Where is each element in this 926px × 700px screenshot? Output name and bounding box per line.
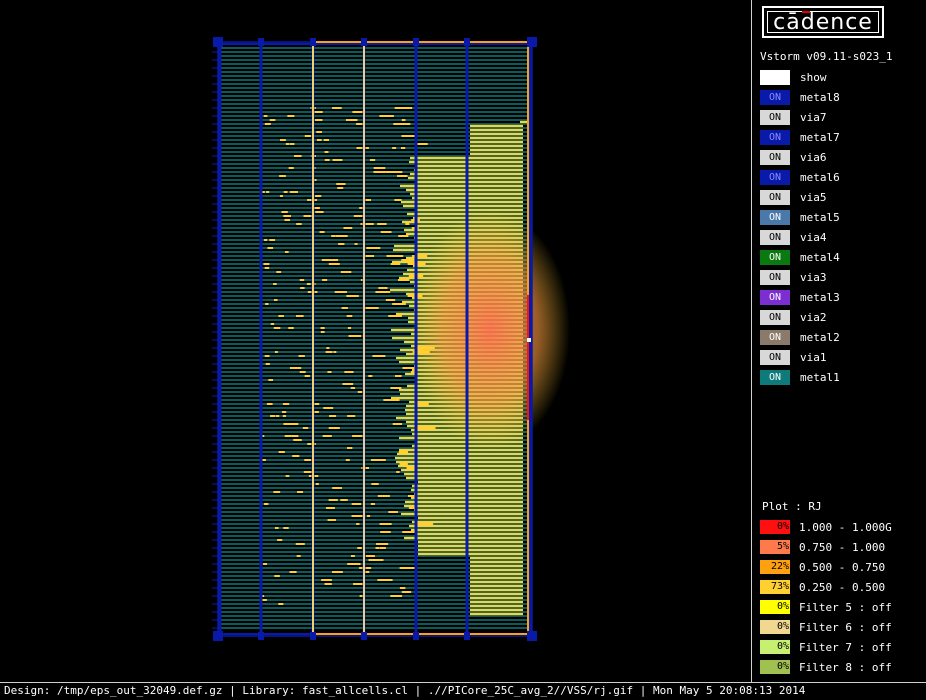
layer-swatch[interactable]: ON [760,210,790,225]
hotspot-region [410,210,570,450]
layer-swatch[interactable]: ON [760,170,790,185]
legend-swatch: 5% [760,540,790,554]
strap-pad [310,38,316,46]
strap-pad [464,38,470,46]
legend-entry[interactable]: 0% Filter 5 : off [760,600,925,615]
layer-label: metal7 [800,131,840,144]
layer-toggle-metal8[interactable]: ON metal8 [760,90,920,106]
layer-label: via1 [800,351,827,364]
legend-entry[interactable]: 0% 1.000 - 1.000G [760,520,925,535]
layer-label: via2 [800,311,827,324]
logo-text: cādence [773,9,873,35]
layer-label: metal2 [800,331,840,344]
ir-drop-layout-view[interactable] [0,0,750,682]
legend-swatch: 73% [760,580,790,594]
legend-entry[interactable]: 0% Filter 8 : off [760,660,925,675]
legend-label: Filter 8 : off [799,661,892,674]
probe-point [527,338,531,342]
layer-swatch[interactable]: ON [760,330,790,345]
layer-swatch[interactable]: ON [760,130,790,145]
logo-accent-bar [802,11,810,13]
layer-swatch[interactable]: ON [760,110,790,125]
strap-pad [258,38,264,46]
strap-pad [217,38,223,46]
strap-pad [527,38,533,46]
strap-pad [310,632,316,640]
layer-label: metal4 [800,251,840,264]
version-label: Vstorm v09.11-s023_1 [760,50,893,63]
strap-pad [361,38,367,46]
layer-label: via4 [800,231,827,244]
strap-pad [464,632,470,640]
strap-pad [527,632,533,640]
layer-label: metal5 [800,211,840,224]
layer-swatch[interactable]: ON [760,350,790,365]
layer-toggle-via6[interactable]: ON via6 [760,150,920,166]
layout-canvas[interactable] [0,0,750,682]
layer-label: via6 [800,151,827,164]
layer-toggle-metal5[interactable]: ON metal5 [760,210,920,226]
layer-label: metal8 [800,91,840,104]
layer-toggle-via1[interactable]: ON via1 [760,350,920,366]
legend-entry[interactable]: 22% 0.500 - 0.750 [760,560,925,575]
status-bar: Design: /tmp/eps_out_32049.def.gz | Libr… [0,682,926,700]
legend-label: 0.750 - 1.000 [799,541,886,554]
layer-swatch[interactable]: ON [760,290,790,305]
strap-pad [413,38,419,46]
layer-toggle-show[interactable]: show [760,70,920,86]
layer-swatch[interactable]: ON [760,150,790,165]
legend-label: Filter 6 : off [799,621,892,634]
layer-toggle-via3[interactable]: ON via3 [760,270,920,286]
cadence-logo: cādence [762,6,884,38]
layer-toggle-via7[interactable]: ON via7 [760,110,920,126]
legend-swatch: 0% [760,520,790,534]
layer-swatch[interactable]: ON [760,190,790,205]
layer-swatch[interactable]: ON [760,230,790,245]
layer-label: via5 [800,191,827,204]
legend-swatch: 0% [760,660,790,674]
layer-toggle-via4[interactable]: ON via4 [760,230,920,246]
legend-label: Filter 5 : off [799,601,892,614]
strap-pad [413,632,419,640]
layer-toggle-metal6[interactable]: ON metal6 [760,170,920,186]
strap-pad [361,632,367,640]
layer-swatch[interactable]: ON [760,310,790,325]
legend-swatch: 0% [760,600,790,614]
layer-control-panel: cādence Vstorm v09.11-s023_1 show ON metal… [751,0,926,682]
layer-toggle-metal1[interactable]: ON metal1 [760,370,920,386]
layer-label: via7 [800,111,827,124]
legend-swatch: 22% [760,560,790,574]
layer-toggle-via2[interactable]: ON via2 [760,310,920,326]
layer-label: metal3 [800,291,840,304]
legend-label: 1.000 - 1.000G [799,521,892,534]
layer-label: via3 [800,271,827,284]
layer-toggle-metal4[interactable]: ON metal4 [760,250,920,266]
legend-entry[interactable]: 0% Filter 6 : off [760,620,925,635]
layer-label: show [800,71,827,84]
layer-swatch[interactable]: ON [760,250,790,265]
layer-swatch[interactable]: ON [760,270,790,285]
layer-toggle-metal3[interactable]: ON metal3 [760,290,920,306]
legend-swatch: 0% [760,640,790,654]
layer-swatch[interactable] [760,70,790,85]
legend-entry[interactable]: 0% Filter 7 : off [760,640,925,655]
strap-pad [258,632,264,640]
layer-toggle-metal7[interactable]: ON metal7 [760,130,920,146]
legend-label: Filter 7 : off [799,641,892,654]
legend-swatch: 0% [760,620,790,634]
legend-entry[interactable]: 5% 0.750 - 1.000 [760,540,925,555]
legend-label: 0.250 - 0.500 [799,581,886,594]
legend-entry[interactable]: 73% 0.250 - 0.500 [760,580,925,595]
plot-title: Plot : RJ [762,500,822,513]
layer-label: metal6 [800,171,840,184]
layer-swatch[interactable]: ON [760,370,790,385]
layer-label: metal1 [800,371,840,384]
legend-label: 0.500 - 0.750 [799,561,886,574]
strap-pad [217,632,223,640]
layer-toggle-via5[interactable]: ON via5 [760,190,920,206]
layer-toggle-metal2[interactable]: ON metal2 [760,330,920,346]
layer-swatch[interactable]: ON [760,90,790,105]
